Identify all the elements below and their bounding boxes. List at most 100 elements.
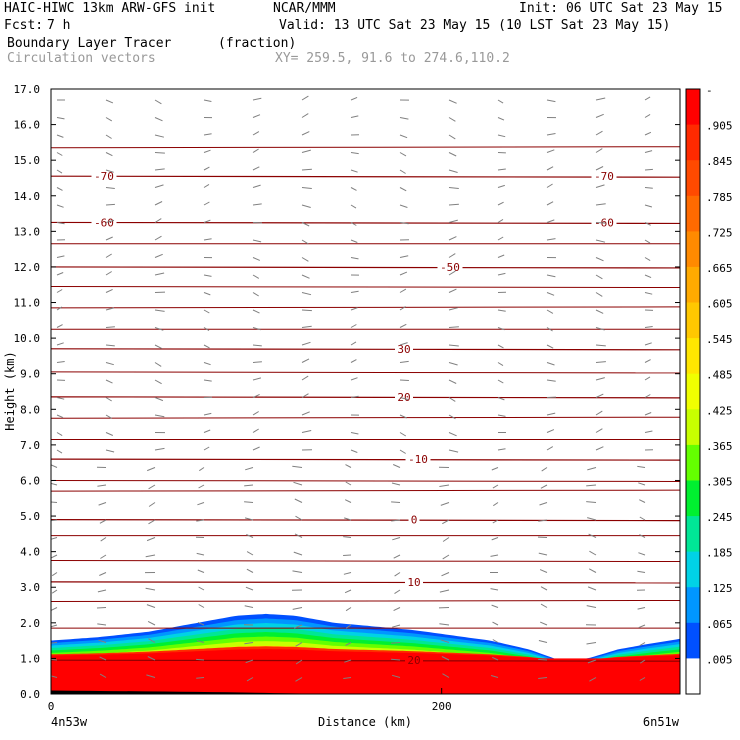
contour-label-bg-1-0: [91, 216, 117, 229]
circulation-vector: [99, 572, 107, 576]
circulation-vector: [595, 309, 604, 314]
circulation-vector: [644, 204, 653, 208]
circulation-vector: [546, 292, 555, 296]
y-axis-label: Height (km): [3, 351, 17, 430]
circulation-vector: [252, 309, 260, 314]
circulation-vector: [246, 534, 254, 538]
circulation-vector: [147, 467, 156, 472]
circulation-vector: [203, 133, 212, 136]
circulation-vector: [105, 449, 115, 453]
circulation-vector: [252, 257, 260, 261]
circulation-vector: [492, 621, 499, 626]
circulation-vector: [399, 134, 408, 139]
circulation-vector: [105, 271, 112, 276]
circulation-vector: [595, 148, 603, 153]
circulation-vector: [97, 484, 107, 487]
y-tick-label-3: 3.0: [20, 581, 40, 594]
colorbar-swatch-3: [686, 195, 700, 232]
circulation-vector: [399, 204, 408, 208]
circulation-vector: [56, 397, 65, 400]
y-tick-label-12: 12.0: [14, 261, 41, 274]
valid-time: Valid: 13 UTC Sat 23 May 15 (10 LST Sat …: [279, 18, 671, 33]
circulation-vector: [154, 447, 165, 451]
circulation-vector: [51, 642, 58, 644]
circulation-vector: [344, 499, 352, 503]
circulation-vector: [448, 253, 456, 258]
circulation-vector: [442, 519, 450, 525]
circulation-vector: [595, 274, 603, 280]
circulation-vector: [448, 432, 457, 437]
xy-range: XY= 259.5, 91.6 to 274.6,110.2: [275, 51, 510, 66]
temperature-contour-line-extra-5: [51, 371, 680, 374]
circulation-vector: [539, 502, 548, 506]
circulation-vector: [56, 187, 63, 191]
circulation-vector: [497, 236, 504, 241]
circulation-vector: [252, 411, 259, 416]
circulation-vector: [399, 169, 406, 174]
circulation-vector: [638, 552, 646, 556]
circulation-vector: [100, 554, 107, 559]
circulation-vector: [203, 238, 212, 241]
circulation-vector: [105, 134, 112, 139]
circulation-vector: [252, 203, 262, 206]
circulation-vector: [100, 537, 107, 542]
circulation-vector: [546, 379, 556, 382]
circulation-vector: [244, 517, 254, 521]
circulation-vector: [497, 448, 506, 451]
colorbar-swatch-11: [686, 480, 700, 517]
overlay-name: Circulation vectors: [7, 51, 156, 66]
circulation-vector: [292, 607, 303, 610]
circulation-vector: [393, 554, 401, 559]
circulation-vector: [399, 306, 406, 311]
circulation-vector: [56, 342, 64, 346]
temperature-contour-line-3: [51, 348, 680, 351]
circulation-vector: [439, 623, 450, 626]
x-axis-label: Distance (km): [318, 715, 412, 729]
circulation-vector: [105, 253, 112, 258]
circulation-vector: [294, 498, 303, 503]
circulation-vector: [154, 218, 162, 223]
circulation-vector: [301, 393, 309, 398]
circulation-vector: [442, 673, 450, 678]
circulation-vector: [640, 659, 646, 664]
circulation-vector: [292, 570, 303, 573]
contour-label-bg-0-1: [591, 170, 617, 183]
circulation-vector: [301, 292, 312, 296]
temperature-contour-line-extra-8: [51, 479, 680, 482]
circulation-vector: [644, 394, 651, 398]
circulation-vector: [252, 361, 262, 363]
circulation-vector: [448, 344, 459, 347]
circulation-vector: [295, 677, 303, 682]
circulation-vector: [595, 239, 606, 243]
circulation-vector: [51, 554, 58, 559]
x-axis-start-location: 4n53w: [51, 715, 88, 729]
circulation-vector: [56, 255, 65, 258]
colorbar-swatch-5: [686, 266, 700, 303]
contour-label-bg-6-0: [408, 513, 420, 526]
colorbar-swatch-9: [686, 409, 700, 446]
circulation-vector: [391, 642, 401, 644]
circulation-vector: [350, 152, 359, 155]
circulation-vector: [350, 395, 359, 398]
colorbar-swatch-10: [686, 444, 700, 481]
forecast-hours: 7 h: [47, 18, 71, 33]
colorbar-swatch-16: [686, 658, 700, 695]
temperature-contour-line-7: [51, 581, 680, 584]
circulation-vector: [154, 134, 165, 138]
circulation-vector: [441, 656, 450, 661]
colorbar-label-0: -: [706, 84, 713, 97]
circulation-vector: [198, 586, 205, 591]
temperature-contour-label-5-0: -10: [408, 453, 428, 466]
colorbar-label-7: .545: [706, 333, 733, 346]
circulation-vector: [448, 99, 457, 104]
circulation-vector: [203, 429, 211, 433]
circulation-vector: [441, 572, 450, 577]
circulation-vector: [350, 290, 359, 293]
circulation-vector: [492, 639, 499, 643]
circulation-vector: [448, 379, 457, 384]
x-axis-end-location: 6n51w: [643, 715, 680, 729]
circulation-vector: [343, 536, 352, 538]
circulation-vector: [203, 327, 210, 332]
forecast-label: Fcst:: [4, 18, 44, 33]
